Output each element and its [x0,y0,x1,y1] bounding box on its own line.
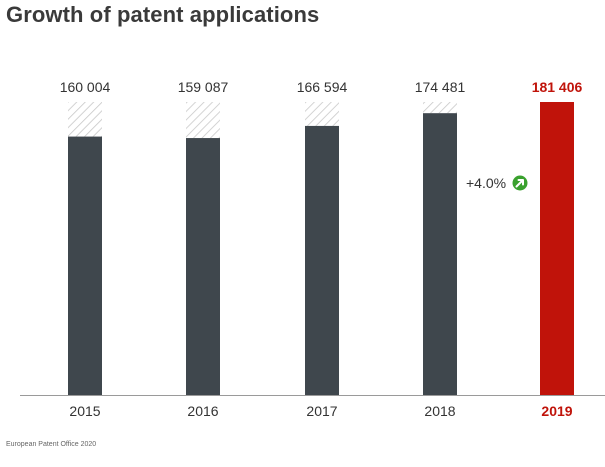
bar-2016 [186,138,220,395]
bar-2015 [68,136,102,395]
bar-gap-hatch-2015 [68,102,102,137]
x-tick-label-2019: 2019 [541,403,572,419]
value-label-2015: 160 004 [60,79,111,95]
x-tick-label-2015: 2015 [69,403,100,419]
growth-label: +4.0% [466,175,506,191]
value-label-2017: 166 594 [297,79,348,95]
arrow-up-right-icon [515,179,524,188]
value-label-2019: 181 406 [532,79,583,95]
bar-gap-hatch-2017 [305,102,339,126]
x-tick-label-2018: 2018 [424,403,455,419]
bar-2018 [423,113,457,395]
bar-gap-hatch-2016 [186,102,220,139]
bar-2019 [540,102,574,395]
x-tick-label-2016: 2016 [187,403,218,419]
bar-2017 [305,125,339,396]
source-note: European Patent Office 2020 [6,441,97,448]
value-label-2016: 159 087 [178,79,229,95]
x-tick-label-2017: 2017 [306,403,337,419]
chart-title: Growth of patent applications [6,2,320,27]
bar-gap-hatch-2018 [423,102,457,114]
value-label-2018: 174 481 [415,79,466,95]
